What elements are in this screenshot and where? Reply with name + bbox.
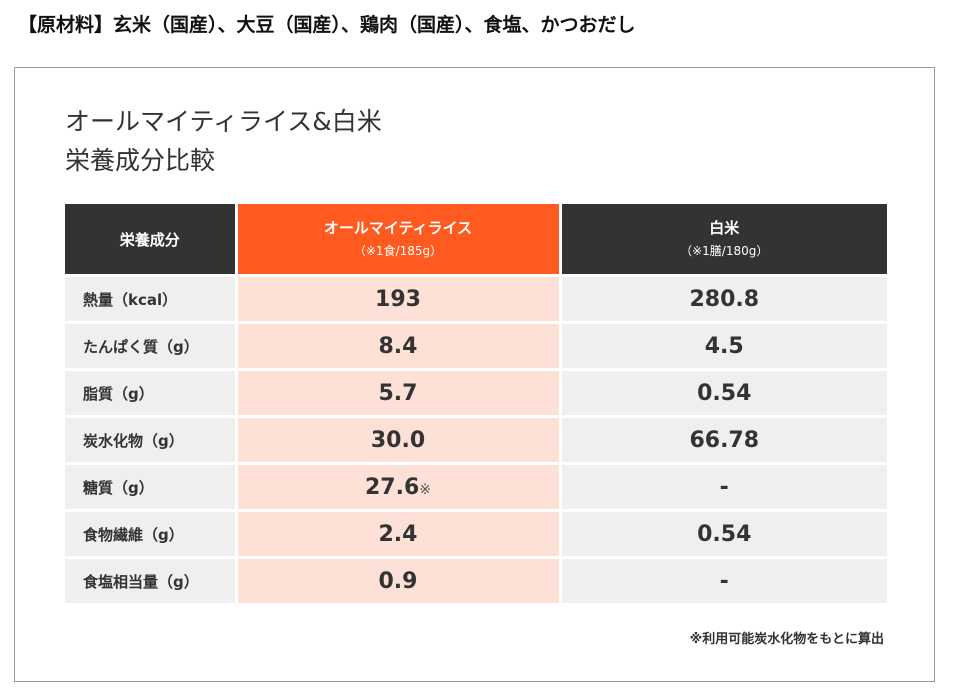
nutrient-name: 熱量（kcal） — [65, 274, 238, 323]
ingredients-text: 【原材料】玄米（国産）、大豆（国産）、鶏肉（国産）、食塩、かつおだし — [18, 14, 636, 36]
header-almighty-rice-serving: （※1食/185g） — [353, 244, 443, 258]
almighty-rice-value: 30.0 — [236, 415, 562, 464]
value-text: 0.9 — [378, 568, 418, 594]
header-almighty-rice: オールマイティライス （※1食/185g） — [236, 204, 562, 276]
table-row: たんぱく質（g） 8.4 4.5 — [65, 321, 887, 370]
almighty-rice-value: 193 — [236, 274, 562, 323]
nutrition-table: 栄養成分 オールマイティライス （※1食/185g） 白米 （※1膳/180g）… — [65, 204, 887, 603]
header-nutrient: 栄養成分 — [65, 204, 238, 276]
white-rice-value: 4.5 — [560, 321, 887, 370]
card-title: オールマイティライス&白米 栄養成分比較 — [65, 102, 665, 180]
almighty-rice-value: 8.4 — [236, 321, 562, 370]
almighty-rice-value: 27.6※ — [236, 462, 562, 511]
table-row: 糖質（g） 27.6※ - — [65, 462, 887, 511]
header-almighty-rice-title: オールマイティライス — [323, 219, 473, 237]
value-text: 30.0 — [370, 427, 426, 453]
header-white-rice: 白米 （※1膳/180g） — [560, 204, 887, 276]
table-header-row: 栄養成分 オールマイティライス （※1食/185g） 白米 （※1膳/180g） — [65, 204, 887, 276]
header-nutrient-label: 栄養成分 — [119, 230, 180, 249]
table-row: 脂質（g） 5.7 0.54 — [65, 368, 887, 417]
header-white-rice-title: 白米 — [709, 219, 740, 237]
value-text: 27.6 — [364, 474, 420, 500]
almighty-rice-value: 5.7 — [236, 368, 562, 417]
table-row: 炭水化物（g） 30.0 66.78 — [65, 415, 887, 464]
card-title-line-1: オールマイティライス&白米 — [65, 107, 382, 136]
table-row: 食塩相当量（g） 0.9 - — [65, 556, 887, 603]
nutrient-name: 炭水化物（g） — [65, 415, 238, 464]
footnote: ※利用可能炭水化物をもとに算出 — [689, 632, 884, 647]
card-title-line-2: 栄養成分比較 — [65, 146, 216, 175]
value-text: 5.7 — [378, 380, 418, 406]
white-rice-value: - — [560, 462, 887, 511]
white-rice-value: 0.54 — [560, 368, 887, 417]
nutrient-name: 食塩相当量（g） — [65, 556, 238, 603]
nutrient-name: 糖質（g） — [65, 462, 238, 511]
white-rice-value: 0.54 — [560, 509, 887, 558]
value-text: 2.4 — [378, 521, 418, 547]
almighty-rice-value: 2.4 — [236, 509, 562, 558]
nutrient-name: 脂質（g） — [65, 368, 238, 417]
nutrient-name: たんぱく質（g） — [65, 321, 238, 370]
table-row: 食物繊維（g） 2.4 0.54 — [65, 509, 887, 558]
value-mark: ※ — [419, 481, 431, 498]
header-white-rice-serving: （※1膳/180g） — [680, 244, 769, 258]
table-row: 熱量（kcal） 193 280.8 — [65, 274, 887, 323]
value-text: 8.4 — [378, 333, 418, 359]
nutrient-name: 食物繊維（g） — [65, 509, 238, 558]
value-text: 193 — [375, 286, 421, 312]
white-rice-value: 280.8 — [560, 274, 887, 323]
white-rice-value: - — [560, 556, 887, 603]
almighty-rice-value: 0.9 — [236, 556, 562, 603]
white-rice-value: 66.78 — [560, 415, 887, 464]
nutrition-comparison-card: オールマイティライス&白米 栄養成分比較 栄養成分 オールマイティライス （※1… — [14, 67, 935, 682]
